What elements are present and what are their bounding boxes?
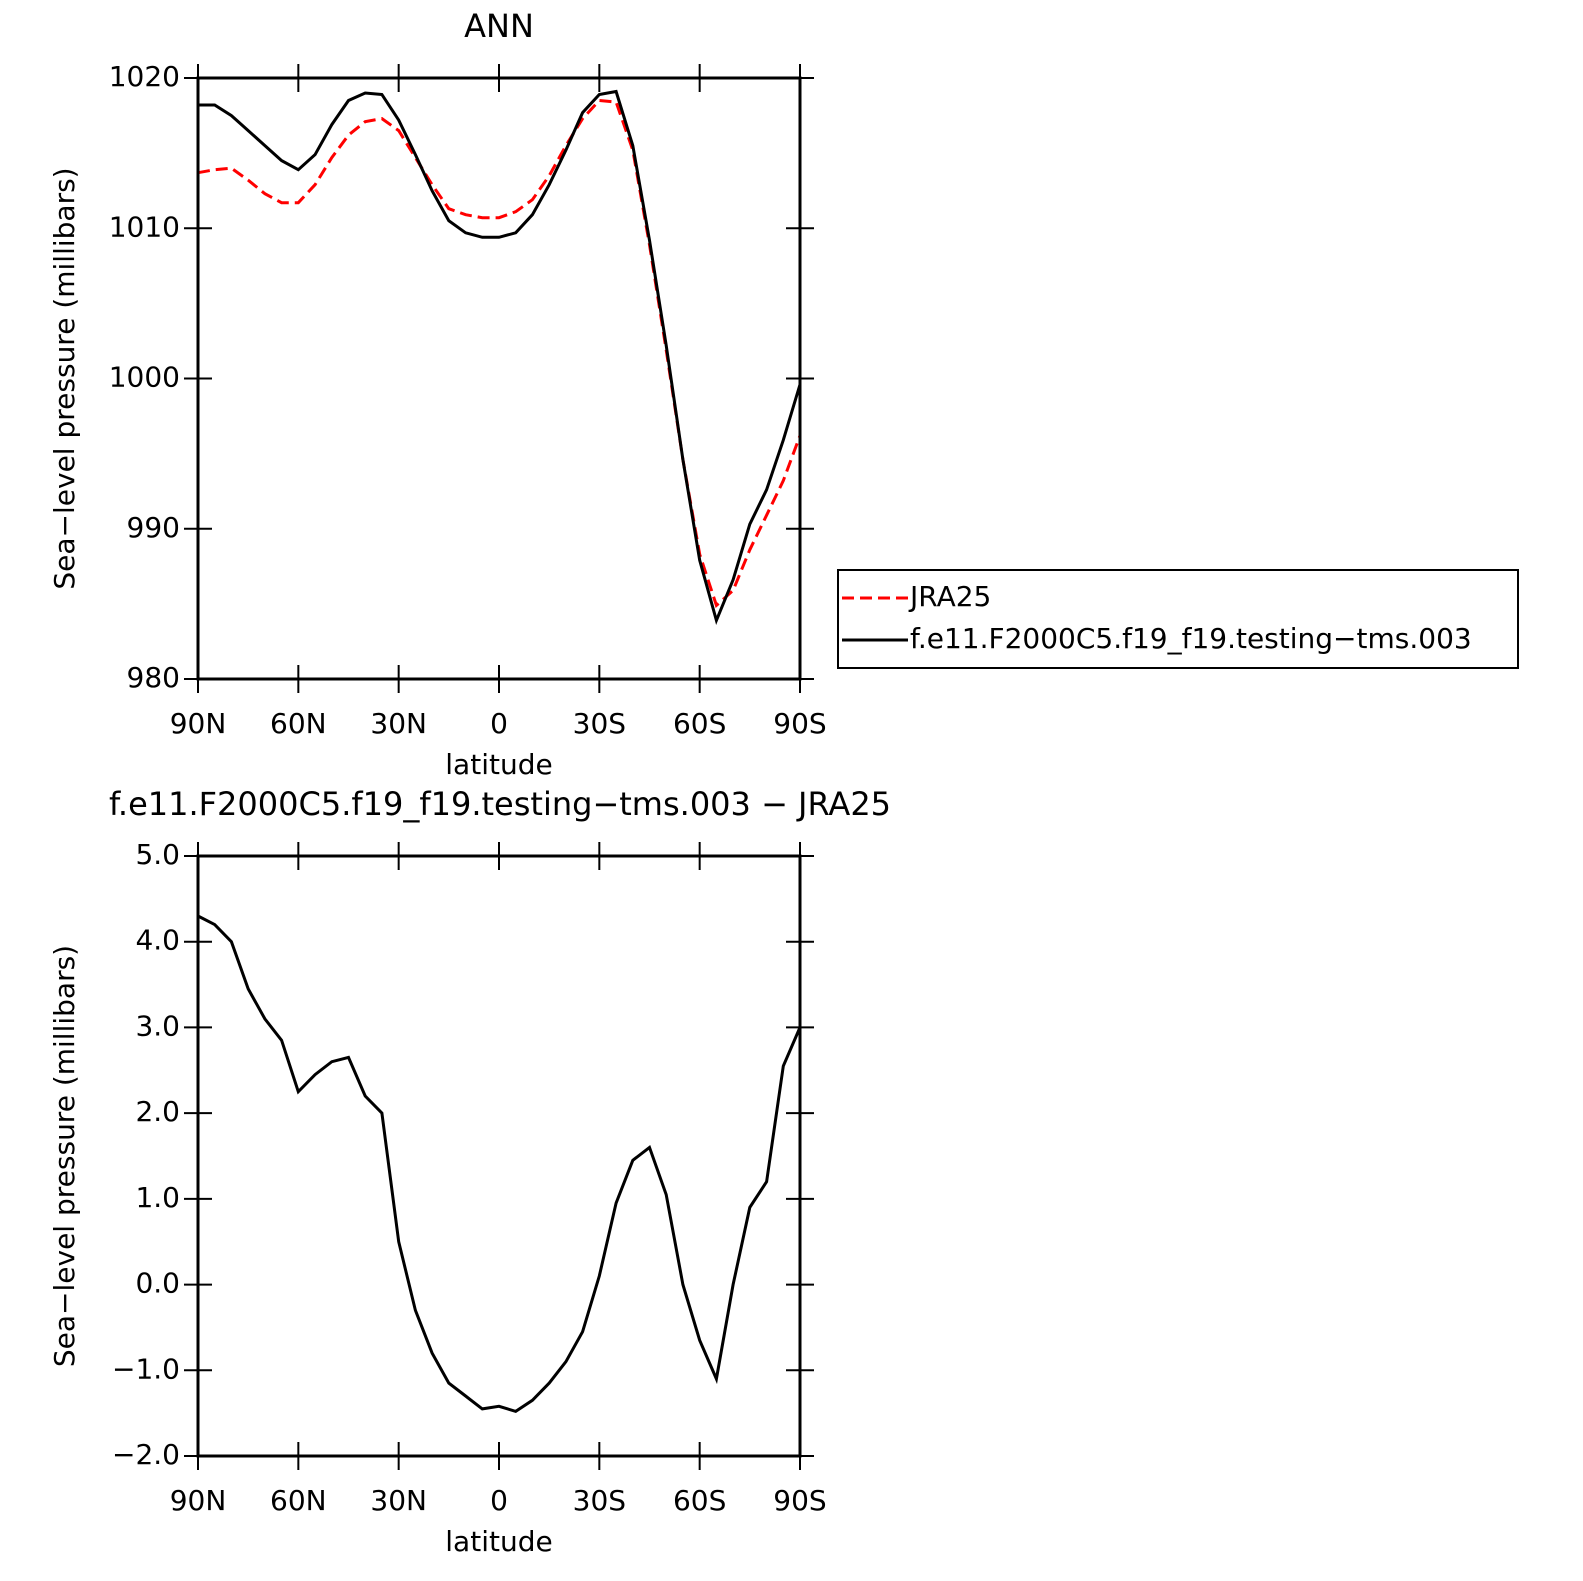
- x-tick-label: 60S: [673, 1484, 726, 1517]
- y-tick-label: 1000: [109, 361, 180, 394]
- legend-label: f.e11.F2000C5.f19_f19.testing−tms.003: [910, 622, 1472, 655]
- chart-title: ANN: [464, 7, 534, 45]
- y-tick-label: 1010: [109, 210, 180, 243]
- x-tick-label: 90N: [170, 1484, 227, 1517]
- y-tick-label: 3.0: [135, 1009, 180, 1042]
- plot-frame: [196, 854, 802, 1458]
- x-tick-label: 90S: [773, 707, 826, 740]
- x-tick-label: 60N: [270, 1484, 327, 1517]
- y-tick-label: 980: [127, 661, 180, 694]
- y-tick-label: 0.0: [135, 1267, 180, 1300]
- y-tick-label: −2.0: [112, 1438, 180, 1471]
- y-tick-label: 2.0: [135, 1095, 180, 1128]
- y-axis-label: Sea−level pressure (millibars): [48, 167, 81, 589]
- x-tick-label: 30S: [573, 1484, 626, 1517]
- data-line: [197, 914, 802, 1414]
- x-tick-label: 90S: [773, 1484, 826, 1517]
- y-tick-label: −1.0: [112, 1352, 180, 1385]
- chart-title: f.e11.F2000C5.f19_f19.testing−tms.003 − …: [109, 785, 891, 823]
- x-tick-label: 0: [490, 707, 508, 740]
- x-axis-label: latitude: [445, 1525, 552, 1558]
- x-tick-label: 60S: [673, 707, 726, 740]
- legend-box: [837, 569, 1519, 669]
- x-tick-label: 0: [490, 1484, 508, 1517]
- x-tick-label: 30N: [370, 707, 427, 740]
- x-tick-label: 30S: [573, 707, 626, 740]
- data-line: [197, 98, 802, 609]
- x-tick-label: 60N: [270, 707, 327, 740]
- legend-label: JRA25: [908, 580, 991, 613]
- y-tick-label: 5.0: [135, 838, 180, 871]
- y-tick-label: 4.0: [135, 924, 180, 957]
- x-tick-label: 90N: [170, 707, 227, 740]
- x-axis-label: latitude: [445, 748, 552, 781]
- x-tick-label: 30N: [370, 1484, 427, 1517]
- data-line: [198, 89, 802, 626]
- y-tick-label: 1.0: [135, 1181, 180, 1214]
- y-tick-label: 990: [127, 511, 180, 544]
- y-tick-label: 1020: [109, 60, 180, 93]
- y-axis-label: Sea−level pressure (millibars): [48, 945, 81, 1367]
- plot-frame: [196, 76, 802, 681]
